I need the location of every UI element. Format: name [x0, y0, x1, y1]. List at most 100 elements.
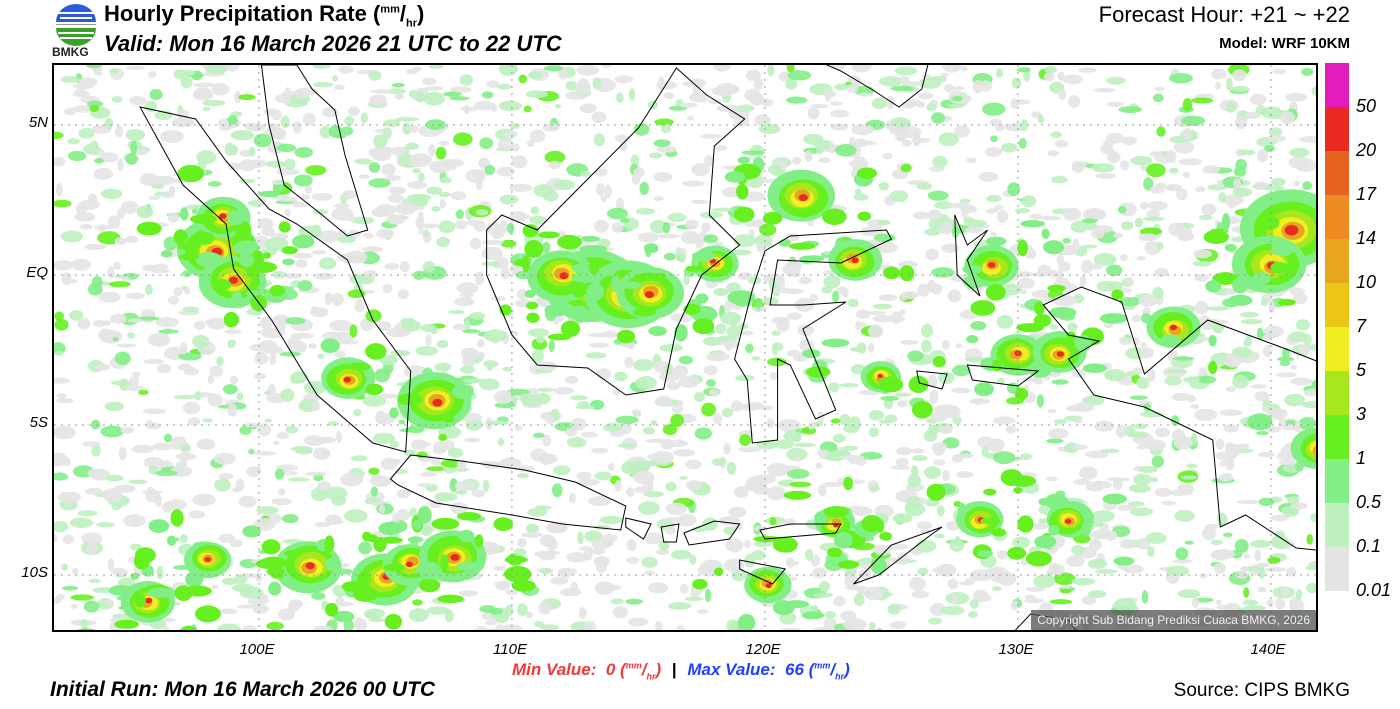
rain-cell — [483, 329, 507, 342]
rain-cell — [1018, 137, 1027, 149]
rain-cell — [664, 526, 676, 535]
rain-cell — [131, 444, 154, 454]
rain-cell — [1029, 213, 1043, 220]
rain-cell — [596, 368, 612, 381]
rain-cell — [1172, 559, 1193, 564]
rain-cell — [231, 290, 243, 309]
rain-cell — [1107, 477, 1131, 482]
rain-cell — [447, 448, 464, 458]
legend-swatch — [1325, 415, 1349, 459]
rain-cell — [503, 565, 532, 583]
rain-cell — [539, 624, 560, 630]
rain-cell — [947, 578, 959, 590]
rain-cell — [1175, 547, 1189, 560]
rain-cell — [1021, 195, 1037, 208]
rain-cell — [962, 216, 974, 223]
rain-cell — [787, 70, 811, 81]
rain-cell — [227, 403, 238, 417]
rain-cell — [1072, 402, 1095, 412]
rain-cell — [929, 389, 939, 404]
rain-cell — [148, 195, 160, 201]
rain-cell — [594, 471, 613, 481]
rain-cell — [887, 603, 902, 615]
rain-cell — [372, 432, 395, 445]
rain-cell — [77, 318, 91, 330]
rain-cell — [1258, 497, 1275, 507]
rain-cell — [502, 366, 513, 372]
rain-cell — [218, 472, 234, 480]
rain-cell — [1013, 486, 1023, 494]
rain-cell — [694, 427, 713, 440]
rain-cell — [602, 423, 622, 432]
rain-cell — [994, 204, 1004, 210]
rain-cell — [327, 519, 344, 525]
rain-cell — [1123, 564, 1144, 574]
lat-label-eq: EQ — [26, 264, 48, 281]
rain-cell — [370, 486, 379, 497]
rain-cell — [1127, 501, 1145, 507]
rain-cell — [1081, 259, 1093, 274]
rain-cell — [1120, 221, 1134, 230]
rain-cell — [114, 125, 124, 138]
rain-cell — [358, 174, 370, 179]
rain-cell — [55, 594, 65, 601]
rain-cell — [1070, 220, 1089, 233]
rain-cell — [126, 292, 146, 300]
rain-cell — [566, 437, 587, 448]
rain-cell — [968, 611, 978, 619]
rain-cell — [735, 104, 755, 113]
rain-cell — [77, 510, 98, 517]
rain-cell — [925, 248, 939, 261]
rain-cell — [633, 167, 645, 178]
rain-cell — [329, 319, 353, 332]
rain-cell — [291, 234, 315, 249]
rain-cell — [218, 608, 238, 615]
rain-cell — [703, 234, 719, 244]
rain-cell — [593, 269, 616, 277]
rain-cell — [1020, 289, 1027, 295]
rain-cell — [1264, 567, 1287, 572]
rain-cell — [1236, 443, 1250, 450]
lon-label-140e: 140E — [1250, 641, 1286, 658]
rain-cell — [134, 593, 146, 608]
rain-cell — [604, 184, 612, 199]
rain-cell — [1232, 277, 1249, 294]
rain-cell — [178, 436, 186, 447]
rain-cell — [886, 95, 895, 110]
rain-cell — [772, 536, 798, 553]
rain-cell — [823, 89, 837, 99]
rain-cell — [644, 570, 655, 575]
rain-cell — [224, 329, 243, 335]
rain-cell — [151, 269, 170, 274]
rain-cell — [858, 568, 872, 580]
rain-cell — [1202, 165, 1220, 174]
rain-cell — [909, 577, 926, 591]
rain-cell — [1193, 249, 1212, 259]
rain-cell — [651, 450, 674, 464]
rain-cell — [278, 221, 291, 233]
rain-cell — [576, 65, 600, 76]
rain-cell — [125, 235, 139, 243]
rain-cell — [266, 621, 284, 630]
rain-cell — [1081, 218, 1098, 224]
rain-cell — [109, 313, 127, 324]
rain-cell — [365, 383, 384, 396]
rain-cell — [711, 207, 734, 212]
rain-cell — [1263, 325, 1284, 337]
rain-cell — [226, 209, 245, 226]
rain-cell — [1239, 149, 1256, 156]
rain-cell — [779, 627, 803, 630]
rain-cell — [120, 426, 135, 434]
rain-cell — [789, 481, 812, 488]
rain-cell — [303, 435, 326, 446]
rain-cell — [818, 580, 830, 592]
rain-cell — [539, 534, 556, 547]
rain-cell — [791, 156, 802, 165]
rain-cell — [451, 384, 474, 400]
rain-cell — [281, 246, 298, 255]
rain-cell — [1184, 540, 1194, 545]
rain-cell — [60, 75, 80, 83]
rain-cell — [956, 471, 974, 479]
rain-cell — [557, 234, 582, 250]
rain-cell — [1213, 562, 1226, 574]
